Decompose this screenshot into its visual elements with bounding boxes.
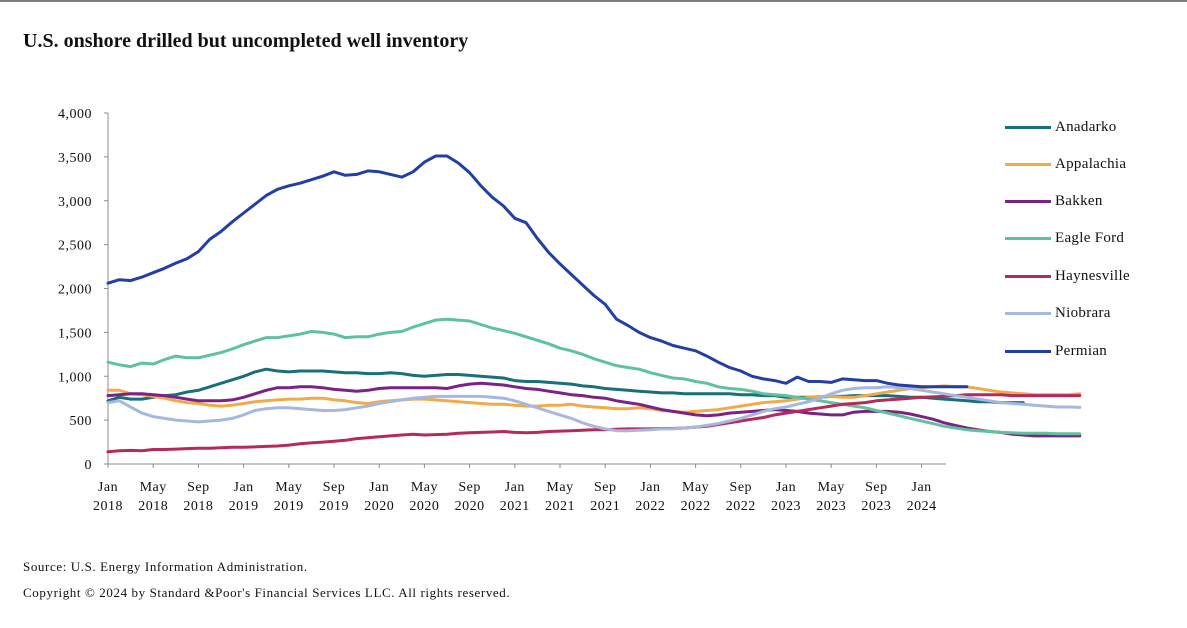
- x-tick-label-year: 2023: [771, 499, 801, 514]
- legend-item-appalachia: Appalachia: [1005, 153, 1126, 175]
- x-tick-label-year: 2018: [183, 499, 213, 514]
- x-tick-label-year: 2021: [590, 499, 620, 514]
- x-tick-label-month: May: [275, 480, 302, 495]
- x-tick-label-month: Jan: [912, 480, 932, 495]
- x-tick-label-month: Sep: [187, 480, 210, 495]
- series-line-permian: [106, 154, 969, 389]
- x-tick-label-month: May: [818, 480, 845, 495]
- legend-swatch: [1005, 311, 1051, 315]
- y-tick-label: 3,500: [58, 151, 92, 166]
- legend-label: Permian: [1055, 342, 1108, 359]
- x-tick-label-year: 2019: [274, 499, 304, 514]
- x-tick-label-month: May: [411, 480, 438, 495]
- legend-swatch: [1005, 199, 1051, 203]
- legend-swatch: [1005, 162, 1051, 166]
- x-tick-label-year: 2022: [681, 499, 711, 514]
- x-tick-label-month: Sep: [730, 480, 753, 495]
- top-rule: [0, 0, 1187, 2]
- y-tick-label: 0: [85, 458, 93, 473]
- y-tick-label: 2,000: [58, 283, 92, 298]
- x-tick-label-year: 2020: [364, 499, 394, 514]
- x-tick-label-month: May: [140, 480, 167, 495]
- x-tick-label-month: Jan: [776, 480, 796, 495]
- x-tick-label-month: May: [546, 480, 573, 495]
- legend-item-anadarko: Anadarko: [1005, 116, 1117, 138]
- x-tick-label-year: 2022: [635, 499, 665, 514]
- x-tick-label-year: 2021: [500, 499, 530, 514]
- x-tick-label-year: 2018: [93, 499, 123, 514]
- legend-label: Anadarko: [1055, 118, 1117, 135]
- x-tick-label-year: 2024: [907, 499, 937, 514]
- source-note: Source: U.S. Energy Information Administ…: [23, 559, 308, 574]
- x-tick-label-year: 2023: [816, 499, 846, 514]
- copyright-note: Copyright © 2024 by Standard &Poor's Fin…: [23, 585, 511, 600]
- legend-label: Bakken: [1055, 192, 1103, 209]
- x-tick-label-year: 2020: [455, 499, 485, 514]
- legend-swatch: [1005, 125, 1051, 129]
- x-tick-label-year: 2021: [545, 499, 575, 514]
- legend-swatch: [1005, 274, 1051, 278]
- y-tick-label: 3,000: [58, 195, 92, 210]
- series-line-eagle-ford: [106, 317, 1082, 436]
- x-tick-label-year: 2019: [319, 499, 349, 514]
- y-tick-label: 2,500: [58, 239, 92, 254]
- x-tick-label-year: 2022: [726, 499, 756, 514]
- legend-label: Haynesville: [1055, 267, 1130, 284]
- x-tick-label-month: Sep: [458, 480, 481, 495]
- legend-swatch: [1005, 236, 1051, 240]
- y-tick-label: 500: [70, 414, 93, 429]
- legend-item-bakken: Bakken: [1005, 190, 1103, 212]
- x-tick-label-year: 2023: [861, 499, 891, 514]
- chart-title: U.S. onshore drilled but uncompleted wel…: [23, 30, 469, 52]
- x-axis-ticks: Jan 2018 May 2018 Sep 2018 Jan 2019 May 2019 Sep 20…: [93, 464, 937, 514]
- x-tick-label-month: Jan: [505, 480, 525, 495]
- legend-item-haynesville: Haynesville: [1005, 265, 1130, 287]
- series-lines: [106, 154, 1082, 454]
- legend-label: Appalachia: [1055, 155, 1127, 172]
- x-tick-label-year: 2018: [138, 499, 168, 514]
- x-tick-label-year: 2019: [229, 499, 259, 514]
- legend-item-eagle-ford: Eagle Ford: [1005, 227, 1124, 249]
- series-line-bakken: [106, 381, 1082, 438]
- x-tick-label-month: Jan: [369, 480, 389, 495]
- y-tick-label: 4,000: [58, 107, 92, 122]
- x-tick-label-month: Jan: [234, 480, 254, 495]
- series-line-niobrara: [106, 385, 1082, 433]
- y-tick-label: 1,500: [58, 326, 92, 341]
- chart-axes: [107, 113, 946, 465]
- x-tick-label-month: Jan: [98, 480, 118, 495]
- legend-item-permian: Permian: [1005, 340, 1107, 362]
- series-line-haynesville: [106, 393, 1082, 454]
- x-tick-label-month: May: [682, 480, 709, 495]
- x-tick-label-month: Sep: [865, 480, 888, 495]
- x-tick-label-year: 2020: [409, 499, 439, 514]
- legend-label: Niobrara: [1055, 304, 1111, 321]
- legend-item-niobrara: Niobrara: [1005, 302, 1111, 324]
- x-tick-label-month: Sep: [594, 480, 617, 495]
- legend-label: Eagle Ford: [1055, 229, 1125, 246]
- y-tick-label: 1,000: [58, 370, 92, 385]
- x-tick-label-month: Sep: [323, 480, 346, 495]
- y-axis-ticks: 0 500 1,000 1,500 2,000 2,500 3,000 3,500 4,000: [58, 107, 108, 473]
- x-tick-label-month: Jan: [640, 480, 660, 495]
- legend-swatch: [1005, 349, 1051, 353]
